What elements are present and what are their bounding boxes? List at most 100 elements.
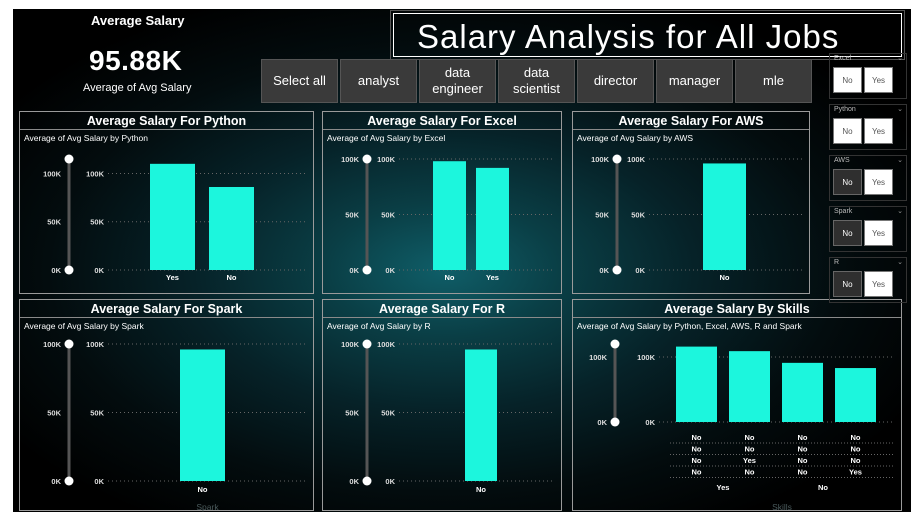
bar[interactable]: [150, 163, 195, 270]
slider-tick-label: 50K: [345, 409, 359, 418]
panel-subtitle: Average of Avg Salary by AWS: [577, 133, 694, 143]
slicer-excel: Excel ⌄ No Yes: [829, 53, 907, 99]
x-hier-label: No: [798, 445, 808, 454]
x-hier-label: No: [851, 433, 861, 442]
bar[interactable]: [465, 349, 497, 481]
slicer-option-yes[interactable]: Yes: [864, 67, 893, 93]
slider-tick-label: 100K: [589, 353, 608, 362]
bar[interactable]: [729, 351, 770, 422]
bar[interactable]: [676, 346, 717, 422]
kpi-title: Average Salary: [91, 13, 185, 28]
slider-tick-label: 100K: [43, 169, 62, 178]
bar[interactable]: [835, 368, 876, 422]
y-tick-label: 100K: [637, 353, 656, 362]
slider-handle-max[interactable]: [612, 154, 622, 164]
panel-divider: [20, 317, 313, 318]
slicer-option-yes[interactable]: Yes: [864, 169, 893, 195]
slider-tick-label: 0K: [599, 266, 609, 275]
slicer-label: Spark: [834, 208, 853, 215]
slicer-aws: AWS ⌄ No Yes: [829, 155, 907, 201]
x-group-label: Yes: [717, 483, 730, 492]
slider-handle-min[interactable]: [612, 265, 622, 275]
job-button-director[interactable]: director: [577, 59, 654, 103]
slider-handle-max[interactable]: [64, 339, 74, 349]
x-hier-label: No: [798, 468, 808, 477]
panel-title: Average Salary For AWS: [618, 114, 764, 128]
bar[interactable]: [180, 349, 225, 481]
bar[interactable]: [209, 186, 254, 270]
x-hier-label: No: [798, 433, 808, 442]
chevron-down-icon[interactable]: ⌄: [897, 157, 903, 164]
panel-divider: [323, 317, 561, 318]
slider-tick-label: 0K: [349, 266, 359, 275]
slider-tick-label: 50K: [47, 409, 61, 418]
job-button-data-engineer[interactable]: data engineer: [419, 59, 496, 103]
bar[interactable]: [433, 161, 466, 270]
panel-subtitle: Average of Avg Salary by R: [327, 321, 431, 331]
x-hier-label: No: [851, 445, 861, 454]
y-tick-label: 50K: [381, 409, 395, 418]
x-tick-label: No: [198, 485, 208, 494]
x-tick-label: Yes: [486, 273, 499, 282]
job-button-mle[interactable]: mle: [735, 59, 812, 103]
slicer-label: AWS: [834, 157, 850, 164]
slider-tick-label: 100K: [341, 340, 360, 349]
y-tick-label: 0K: [94, 266, 104, 275]
x-tick-label: No: [227, 273, 237, 282]
slicer-label: Python: [834, 106, 856, 113]
slicer-option-no[interactable]: No: [833, 220, 862, 246]
slicer-option-yes[interactable]: Yes: [864, 271, 893, 297]
bar[interactable]: [782, 362, 823, 422]
slider-tick-label: 50K: [345, 211, 359, 220]
panel-subtitle: Average of Avg Salary by Python, Excel, …: [577, 321, 802, 331]
slider-tick-label: 0K: [51, 477, 61, 486]
chart-svg: 0K 50K 100K 0K 50K 100K No: [341, 339, 555, 494]
y-tick-label: 50K: [381, 211, 395, 220]
chevron-down-icon[interactable]: ⌄: [897, 106, 903, 113]
slider-handle-max[interactable]: [64, 154, 74, 164]
slider-tick-label: 50K: [595, 211, 609, 220]
slicer-option-yes[interactable]: Yes: [864, 118, 893, 144]
page-title-frame: [390, 10, 905, 60]
slider-handle-max[interactable]: [362, 339, 372, 349]
slicer-label: Excel: [834, 55, 852, 62]
slider-handle-min[interactable]: [610, 417, 620, 427]
bar[interactable]: [703, 163, 746, 270]
y-tick-label: 0K: [645, 418, 655, 427]
job-button-manager[interactable]: manager: [656, 59, 733, 103]
x-hier-label: No: [692, 468, 702, 477]
slider-handle-max[interactable]: [610, 339, 620, 349]
slider-handle-min[interactable]: [64, 265, 74, 275]
y-tick-label: 100K: [627, 155, 646, 164]
job-button-select-all[interactable]: Select all: [261, 59, 338, 103]
bar[interactable]: [476, 167, 509, 270]
chart-panel-3: Average Salary For AWS Average of Avg Sal…: [572, 111, 810, 294]
slider-handle-min[interactable]: [362, 265, 372, 275]
x-hier-label: No: [692, 445, 702, 454]
slicer-option-no[interactable]: No: [833, 271, 862, 297]
slider-handle-min[interactable]: [64, 476, 74, 486]
x-hier-label: No: [851, 456, 861, 465]
slicer-option-no[interactable]: No: [833, 169, 862, 195]
chart-panel-5: Average Salary For R Average of Avg Salar…: [322, 299, 562, 511]
slicer-label: R: [834, 259, 840, 266]
chevron-down-icon[interactable]: ⌄: [897, 55, 903, 62]
panel-title: Average Salary For Spark: [90, 302, 243, 316]
slicer-option-yes[interactable]: Yes: [864, 220, 893, 246]
chevron-down-icon[interactable]: ⌄: [897, 259, 903, 266]
slicer-option-no[interactable]: No: [833, 118, 862, 144]
x-hier-label: No: [692, 433, 702, 442]
x-hier-label: No: [745, 468, 755, 477]
panel-title: Average Salary For R: [379, 302, 505, 316]
slider-tick-label: 100K: [341, 155, 360, 164]
y-tick-label: 100K: [377, 155, 396, 164]
chevron-down-icon[interactable]: ⌄: [897, 208, 903, 215]
slider-handle-min[interactable]: [362, 476, 372, 486]
y-tick-label: 0K: [385, 266, 395, 275]
slider-handle-max[interactable]: [362, 154, 372, 164]
job-button-analyst[interactable]: analyst: [340, 59, 417, 103]
y-tick-label: 0K: [635, 266, 645, 275]
x-tick-label: No: [476, 485, 486, 494]
job-button-data-scientist[interactable]: data scientist: [498, 59, 575, 103]
slicer-option-no[interactable]: No: [833, 67, 862, 93]
